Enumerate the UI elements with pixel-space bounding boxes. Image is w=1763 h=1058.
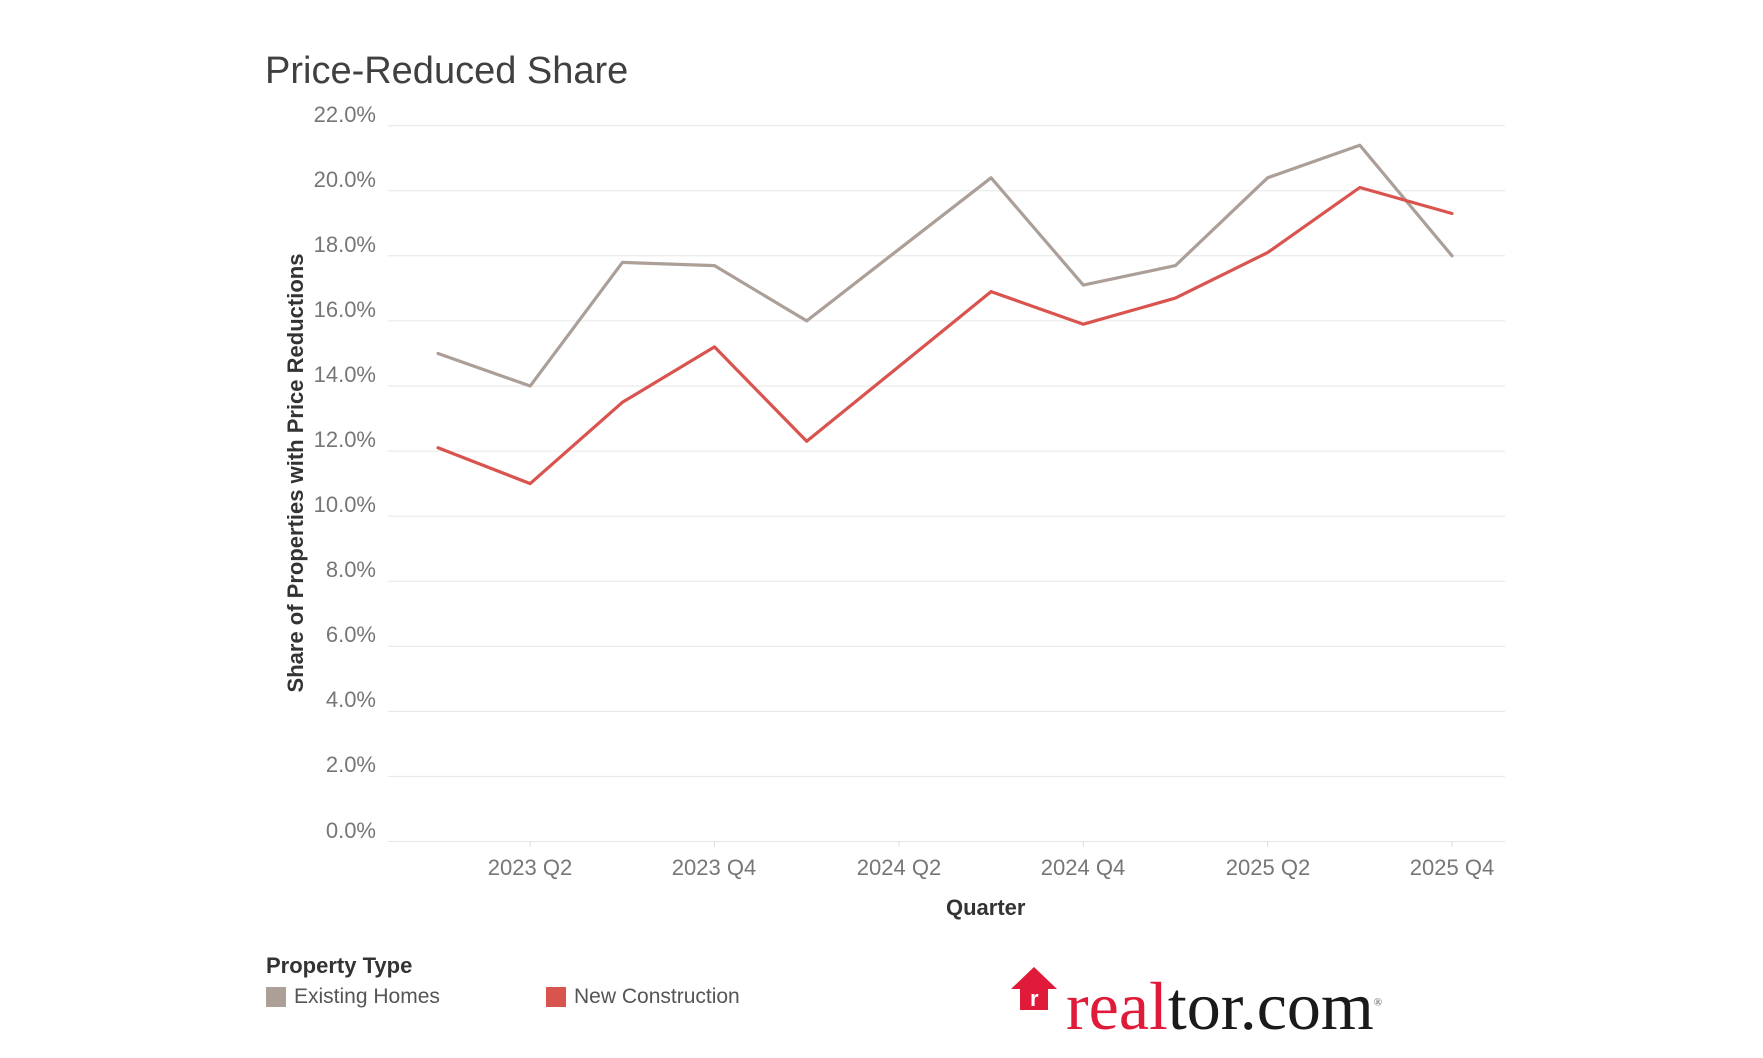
svg-text:r: r — [1030, 986, 1039, 1011]
